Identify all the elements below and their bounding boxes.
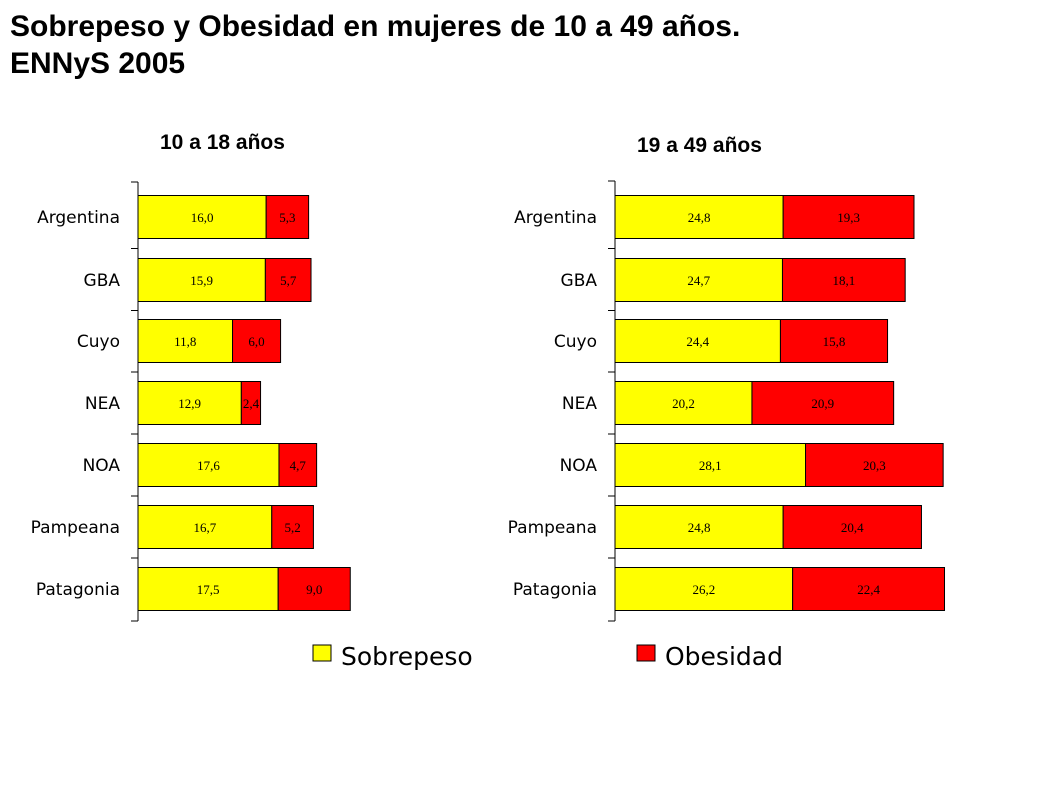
data-label-obesidad-argentina: 5,3 (279, 210, 295, 225)
bar-sobrepeso-nea (137, 381, 242, 425)
page-title-line-1: Sobrepeso y Obesidad en mujeres de 10 a … (10, 10, 741, 43)
bar-sobrepeso-cuyo (614, 319, 781, 363)
panel-title-19-49: 19 a 49 años (637, 134, 762, 157)
panel-title-10-18: 10 a 18 años (160, 131, 285, 154)
bar-obesidad-patagonia (277, 567, 351, 611)
data-label-obesidad-cuyo: 15,8 (823, 334, 846, 349)
bar-sobrepeso-pampeana (614, 505, 784, 549)
bar-sobrepeso-noa (137, 443, 280, 487)
data-label-sobrepeso-patagonia: 17,5 (197, 582, 220, 597)
data-label-obesidad-noa: 4,7 (290, 458, 307, 473)
data-label-obesidad-noa: 20,3 (863, 458, 886, 473)
category-label-gba: GBA (561, 271, 598, 291)
data-label-sobrepeso-argentina: 16,0 (191, 210, 214, 225)
data-label-sobrepeso-nea: 12,9 (178, 396, 201, 411)
category-label-argentina: Argentina (514, 208, 597, 228)
bar-obesidad-gba (264, 258, 312, 302)
bar-obesidad-argentina (265, 195, 310, 239)
category-label-pampeana: Pampeana (31, 518, 120, 538)
data-label-sobrepeso-pampeana: 24,8 (688, 520, 711, 535)
bar-sobrepeso-gba (614, 258, 783, 302)
category-label-noa: NOA (83, 456, 121, 476)
data-label-sobrepeso-gba: 24,7 (687, 273, 710, 288)
category-label-gba: GBA (84, 271, 121, 291)
category-label-argentina: Argentina (37, 208, 120, 228)
data-label-obesidad-cuyo: 6,0 (248, 334, 264, 349)
bar-obesidad-patagonia (792, 567, 946, 611)
legend-swatch-obesidad (636, 644, 656, 662)
data-label-sobrepeso-cuyo: 11,8 (174, 334, 196, 349)
data-label-obesidad-patagonia: 22,4 (857, 582, 880, 597)
data-label-sobrepeso-nea: 20,2 (672, 396, 695, 411)
category-label-noa: NOA (560, 456, 598, 476)
bar-obesidad-noa (805, 443, 944, 487)
legend-label-sobrepeso: Sobrepeso (341, 642, 473, 671)
category-label-cuyo: Cuyo (77, 332, 120, 352)
category-label-cuyo: Cuyo (554, 332, 597, 352)
category-label-patagonia: Patagonia (36, 580, 120, 600)
legend-label-obesidad: Obesidad (665, 642, 783, 671)
category-label-nea: NEA (562, 394, 597, 414)
data-label-sobrepeso-gba: 15,9 (190, 273, 213, 288)
bar-obesidad-nea (751, 381, 895, 425)
bar-obesidad-cuyo (779, 319, 889, 363)
data-label-sobrepeso-noa: 17,6 (197, 458, 220, 473)
data-label-obesidad-pampeana: 20,4 (841, 520, 864, 535)
category-label-patagonia: Patagonia (513, 580, 597, 600)
data-label-obesidad-nea: 20,9 (811, 396, 834, 411)
bar-obesidad-argentina (782, 195, 915, 239)
bar-sobrepeso-cuyo (137, 319, 234, 363)
data-label-sobrepeso-argentina: 24,8 (688, 210, 711, 225)
page-title: Sobrepeso y Obesidad en mujeres de 10 a … (10, 8, 740, 82)
bar-obesidad-gba (781, 258, 906, 302)
data-label-obesidad-gba: 5,7 (280, 273, 297, 288)
page-title-line-2: ENNyS 2005 (10, 47, 186, 80)
category-label-pampeana: Pampeana (508, 518, 597, 538)
data-label-sobrepeso-pampeana: 16,7 (194, 520, 217, 535)
data-label-obesidad-pampeana: 5,2 (284, 520, 300, 535)
data-label-obesidad-gba: 18,1 (832, 273, 855, 288)
bar-sobrepeso-pampeana (137, 505, 273, 549)
data-label-sobrepeso-cuyo: 24,4 (686, 334, 709, 349)
data-label-obesidad-argentina: 19,3 (837, 210, 860, 225)
bar-sobrepeso-noa (614, 443, 807, 487)
bar-sobrepeso-nea (614, 381, 753, 425)
bar-obesidad-pampeana (271, 505, 314, 549)
bar-sobrepeso-argentina (614, 195, 784, 239)
data-label-sobrepeso-noa: 28,1 (699, 458, 722, 473)
bar-obesidad-noa (278, 443, 318, 487)
bar-obesidad-pampeana (782, 505, 922, 549)
panel-10-18: Argentina 16,0 5,3 GBA 15,9 5,7 Cuyo 11,8 6,0 NEA… (31, 181, 351, 622)
category-label-nea: NEA (85, 394, 120, 414)
data-label-sobrepeso-patagonia: 26,2 (692, 582, 715, 597)
legend-swatch-sobrepeso (312, 644, 332, 662)
bar-obesidad-nea (240, 381, 262, 425)
data-label-obesidad-nea: 2,4 (243, 396, 260, 411)
data-label-obesidad-patagonia: 9,0 (306, 582, 322, 597)
bar-obesidad-cuyo (232, 319, 282, 363)
panel-19-49: Argentina 24,8 19,3 GBA 24,7 18,1 Cuyo 24,4 15,8… (508, 180, 946, 622)
